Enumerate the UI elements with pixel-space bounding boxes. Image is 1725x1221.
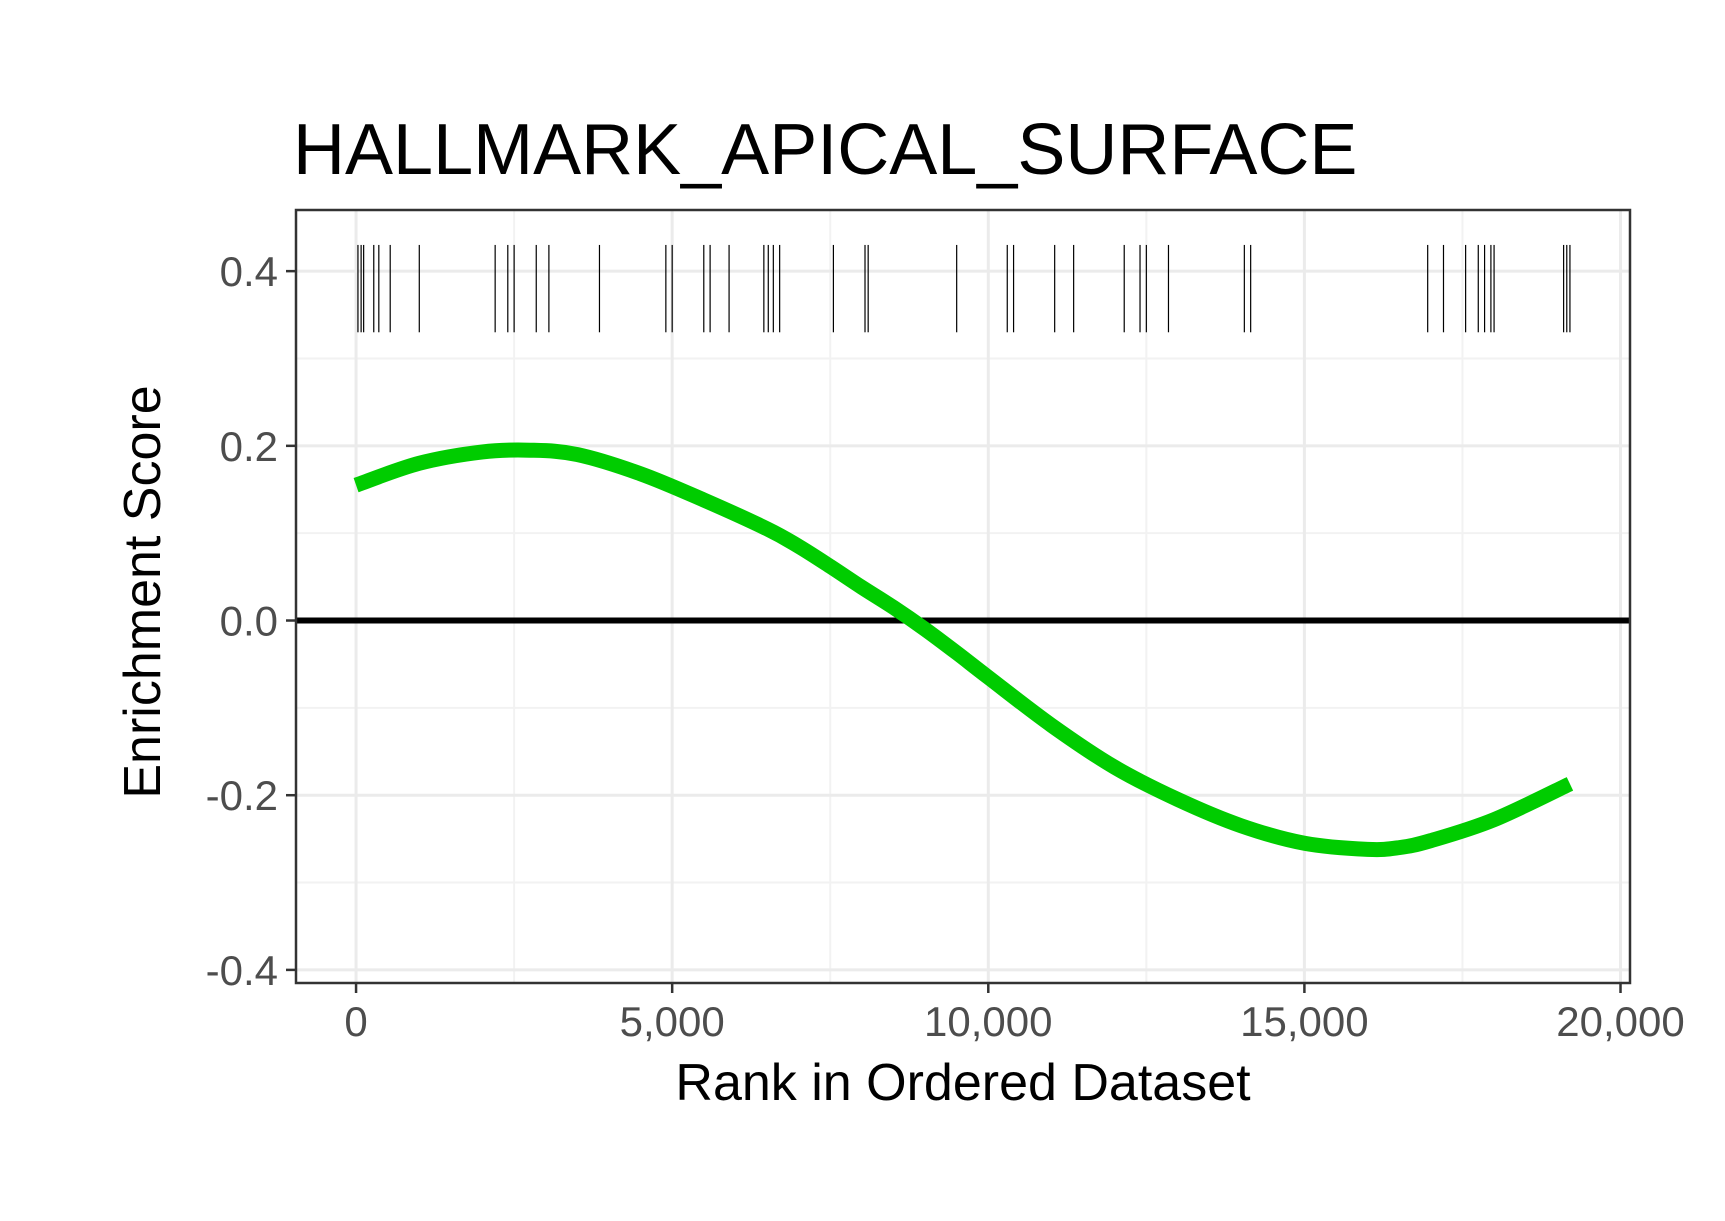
- x-tick-label: 15,000: [1240, 998, 1368, 1045]
- y-tick-label: 0.4: [220, 248, 278, 295]
- grid-lines: [296, 210, 1630, 983]
- y-axis: -0.4 -0.2 0.0 0.2 0.4: [206, 248, 296, 994]
- x-tick-label: 20,000: [1556, 998, 1684, 1045]
- gene-hit-rug: [357, 244, 1571, 333]
- y-tick-label: -0.2: [206, 772, 278, 819]
- y-axis-title: Enrichment Score: [114, 385, 172, 798]
- chart-title: HALLMARK_APICAL_SURFACE: [293, 110, 1357, 190]
- y-tick-label: -0.4: [206, 947, 278, 994]
- x-axis: 0 5,000 10,000 15,000 20,000: [344, 983, 1685, 1045]
- y-tick-label: 0.0: [220, 598, 278, 645]
- x-tick-label: 5,000: [620, 998, 725, 1045]
- x-tick-label: 0: [344, 998, 367, 1045]
- series-line: [353, 442, 1574, 858]
- x-tick-label: 10,000: [924, 998, 1052, 1045]
- y-tick-label: 0.2: [220, 423, 278, 470]
- plot-panel-border: [294, 208, 1632, 985]
- x-axis-title: Rank in Ordered Dataset: [675, 1054, 1251, 1112]
